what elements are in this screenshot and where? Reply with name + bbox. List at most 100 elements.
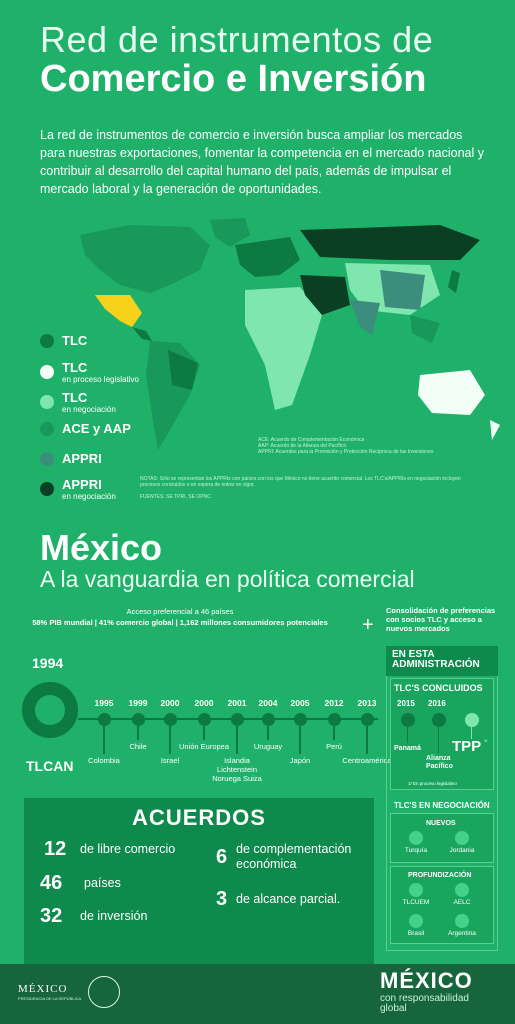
legend-tlc-legislativo: TLC en proceso legislativo: [40, 360, 139, 384]
timeline-label: Chile: [129, 742, 147, 751]
timeline-dot: [198, 713, 211, 726]
acuerdo-count: 6: [216, 846, 228, 868]
legend-label: APPRI en negociación: [62, 477, 116, 501]
map-japan: [448, 270, 460, 293]
acuerdo-label: de inversión: [80, 909, 148, 923]
prof-label: Brasil: [407, 930, 425, 937]
timeline-year: 2004: [258, 698, 278, 708]
tpp-note: 1/: [484, 738, 488, 743]
profundizacion-title: PROFUNDIZACIÓN: [408, 872, 472, 879]
timeline-label: Uruguay: [253, 742, 283, 751]
timeline-dot: [164, 713, 177, 726]
concluidos-title: TLC'S CONCLUIDOS: [394, 683, 483, 693]
timeline-label: Japón: [289, 756, 311, 765]
timeline-stem: [103, 726, 105, 754]
timeline-dot: [231, 713, 244, 726]
prof-dot: [455, 883, 469, 897]
prof-label: AELC: [453, 899, 471, 906]
prof-dot: [409, 914, 423, 928]
map-russia: [300, 225, 480, 260]
intro-paragraph: La red de instrumentos de comercio e inv…: [40, 128, 485, 196]
map-greenland: [210, 218, 250, 247]
timeline-stem: [137, 726, 139, 740]
nuevo-dot: [409, 831, 423, 845]
footer-bar: [0, 964, 515, 1024]
map-europe: [235, 237, 300, 277]
concluido-label: Alianza Pacífico: [426, 755, 453, 770]
acuerdos-panel: [24, 798, 374, 966]
legend-tlc: TLC: [40, 333, 87, 348]
map-middle-east: [300, 275, 350, 315]
acuerdos-title: ACUERDOS: [132, 805, 266, 830]
timeline-stem: [267, 726, 269, 740]
prof-dot: [409, 883, 423, 897]
map-australia: [418, 370, 485, 415]
concluido-year: 2015: [397, 699, 415, 708]
map-southeast-asia: [410, 315, 440, 343]
consolidation-text: Consolidación de preferencias con socios…: [386, 606, 496, 633]
footer-mexico-logo: MÉXICO: [18, 983, 68, 995]
timeline-dot: [98, 713, 111, 726]
legend-dot: [40, 365, 54, 379]
title-line-2: Comercio e Inversión: [40, 58, 427, 100]
acuerdo-count: 3: [216, 888, 228, 910]
timeline-start-label: TLCAN: [26, 758, 74, 774]
legend-ace-aap: ACE y AAP: [40, 421, 131, 436]
map-brazil: [168, 350, 198, 390]
map-china: [380, 270, 425, 310]
concluidos-footnote: 1/ En proceso legislativo: [408, 781, 457, 786]
legend-dot: [40, 333, 54, 348]
concluido-label: Panamá: [394, 745, 421, 752]
map-north-america: [80, 225, 210, 293]
timeline-year: 2012: [324, 698, 344, 708]
acuerdo-label: de alcance parcial.: [236, 892, 341, 906]
acuerdo-label: países: [84, 876, 121, 890]
nuevos-title: NUEVOS: [426, 820, 456, 827]
seal-icon: [88, 976, 120, 1008]
administration-title: EN ESTA ADMINISTRACIÓN: [392, 649, 480, 670]
timeline-year: 2001: [227, 698, 247, 708]
acuerdo-count: 46: [40, 872, 63, 894]
timeline-dot: [132, 713, 145, 726]
tpp-label: TPP: [452, 738, 482, 755]
preferential-access: Acceso preferencial a 46 países 58% PIB …: [32, 607, 328, 627]
timeline-stem: [169, 726, 171, 754]
map-notes-glossary: ACE: Acuerdo de Complementación Económic…: [258, 437, 434, 455]
legend-dot: [40, 482, 54, 496]
timeline-label: Israel: [160, 756, 180, 765]
timeline-year: 1995: [94, 698, 114, 708]
concluido-dot: [401, 713, 415, 727]
legend-appri: APPRI: [40, 451, 102, 466]
plus-sign: +: [362, 614, 374, 636]
timeline-label: Centroamérica: [342, 756, 392, 765]
timeline-stem: [236, 726, 238, 754]
map-africa: [245, 287, 322, 410]
map-sources: FUENTES: SE TPRI, SE OPNC: [140, 494, 211, 500]
prof-dot: [455, 914, 469, 928]
negociacion-title: TLC'S EN NEGOCIACIÓN: [394, 801, 490, 810]
timeline-dot: [328, 713, 341, 726]
acuerdo-count: 32: [40, 905, 63, 927]
nuevo-label: Turquía: [404, 847, 428, 854]
timeline-dot: [262, 713, 275, 726]
timeline-stem: [333, 726, 335, 740]
nuevos-box: [390, 813, 494, 863]
map-mexico: [95, 295, 142, 327]
concluido-stem: [407, 727, 408, 743]
map-new-zealand: [490, 420, 500, 440]
legend-dot: [40, 451, 54, 466]
timeline-dot: [361, 713, 374, 726]
mexico-subtitle: A la vanguardia en política comercial: [40, 566, 415, 592]
timeline-axis: [78, 718, 378, 720]
legend-label: TLC: [62, 333, 88, 348]
prof-label: Argentina: [448, 930, 476, 937]
timeline-year: 2000: [160, 698, 180, 708]
footer-tagline: con responsabilidad global: [380, 993, 469, 1014]
concluido-year: 2016: [428, 699, 446, 708]
nuevo-label: Jordania: [449, 847, 475, 854]
acuerdo-count: 12: [44, 838, 67, 860]
mexico-title: México: [40, 527, 163, 568]
legend-dot: [40, 421, 54, 436]
timeline-stem: [203, 726, 205, 740]
map-notes: NOTAS: Sólo se representan los APPRIs co…: [140, 476, 461, 488]
